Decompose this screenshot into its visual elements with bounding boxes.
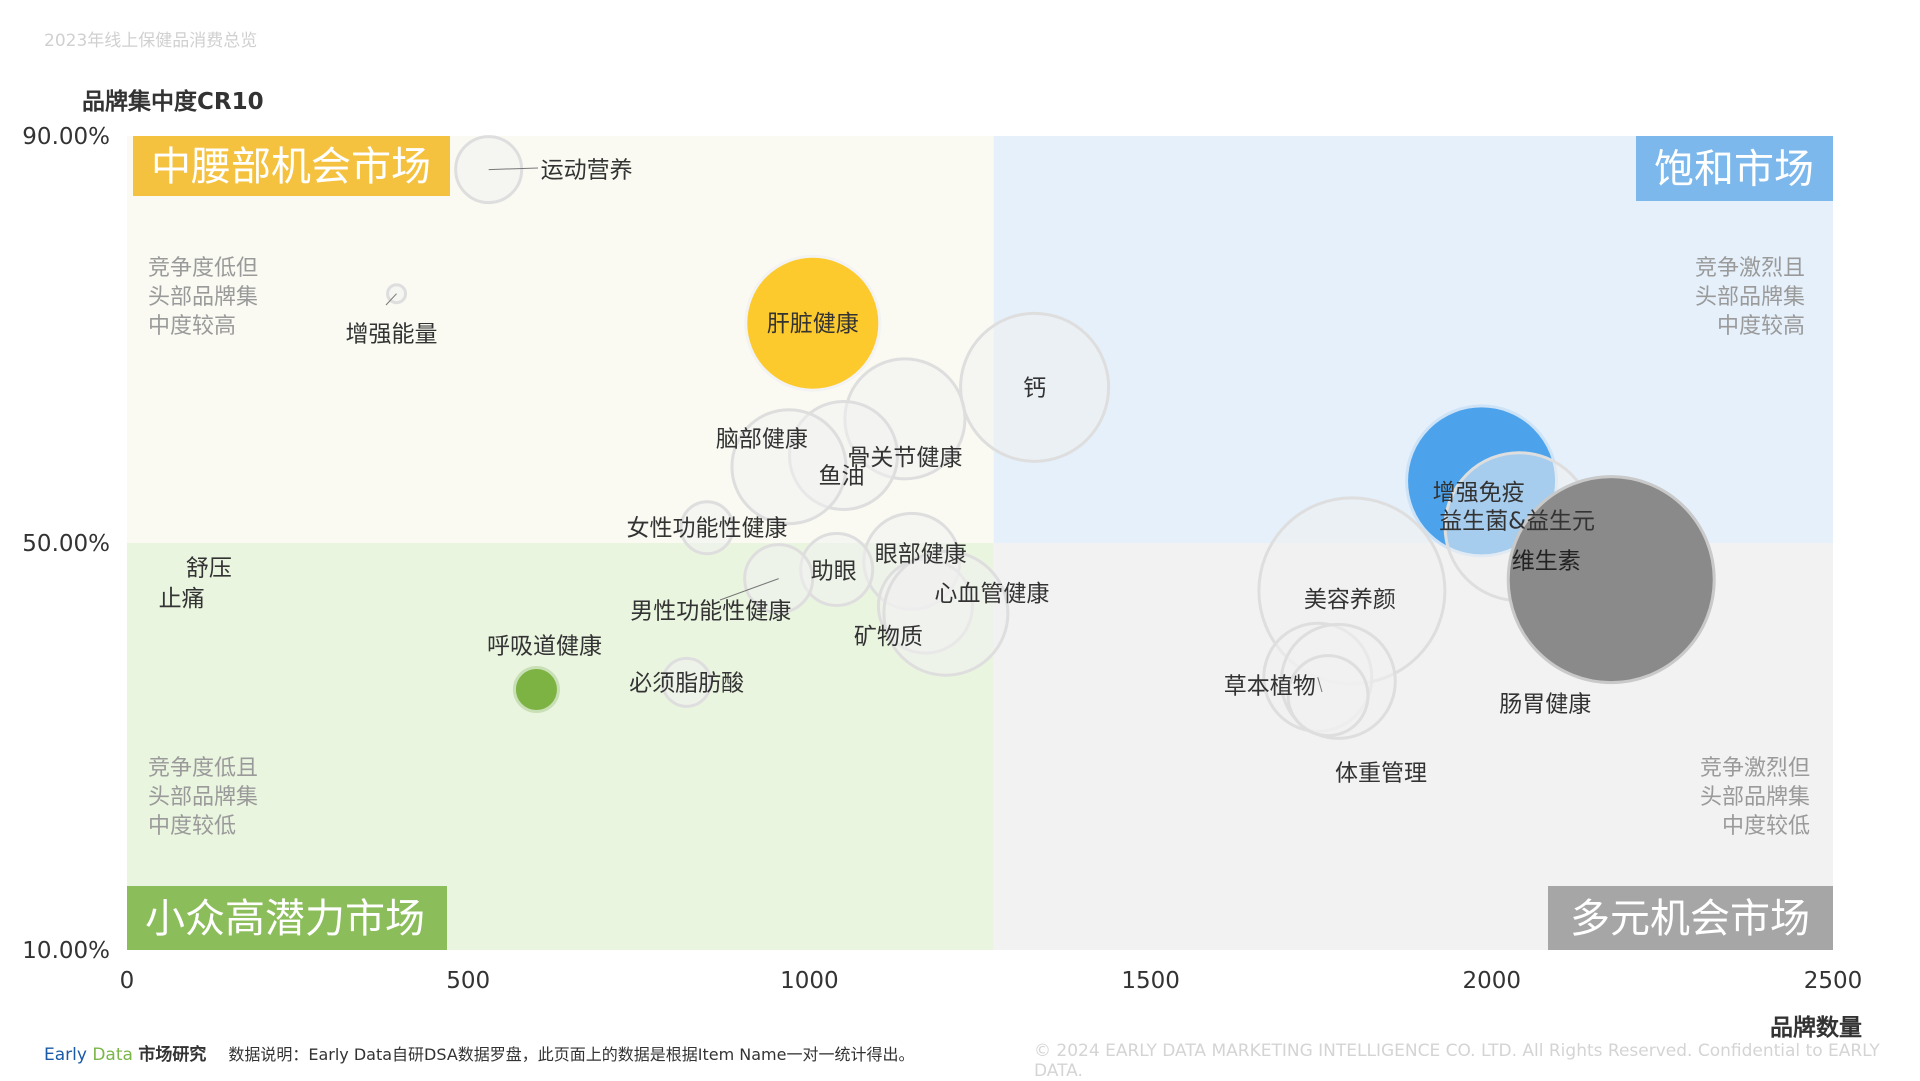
quadrant-tag bbox=[127, 886, 447, 950]
y-axis-title: 品牌集中度CR10 bbox=[82, 89, 264, 115]
leader-line bbox=[719, 578, 779, 601]
data-label: 舒压 bbox=[186, 555, 232, 581]
quadrant-tag-label: 中腰部机会市场 bbox=[151, 144, 431, 190]
data-label: 男性功能性健康 bbox=[630, 599, 791, 625]
leader-line bbox=[1317, 677, 1323, 693]
data-label: 心血管健康 bbox=[934, 581, 1049, 607]
data-label: 呼吸道健康 bbox=[487, 634, 602, 660]
data-note: 数据说明：Early Data自研DSA数据罗盘，此页面上的数据是根据Item … bbox=[228, 1045, 915, 1064]
bubble bbox=[512, 666, 560, 714]
quadrant-tag bbox=[133, 136, 450, 196]
quadrant-tag bbox=[1636, 136, 1833, 201]
data-label: 眼部健康 bbox=[875, 541, 967, 567]
quadrant-desc-line: 中度较低 bbox=[148, 814, 236, 839]
data-label: 维生素 bbox=[1512, 549, 1581, 575]
quadrant-tag-label: 饱和市场 bbox=[1654, 147, 1814, 193]
bubble bbox=[1506, 475, 1716, 685]
bubble bbox=[959, 311, 1111, 463]
brand-part2: Data bbox=[92, 1045, 133, 1065]
x-tick-label: 0 bbox=[120, 968, 135, 994]
quadrant-tag-label: 多元机会市场 bbox=[1570, 896, 1810, 942]
data-label: 止痛 bbox=[159, 586, 205, 612]
brand-part3: 市场研究 bbox=[138, 1045, 207, 1065]
quadrant-desc-line: 中度较低 bbox=[1722, 814, 1810, 839]
data-label: 肠胃健康 bbox=[1499, 691, 1591, 717]
y-tick-label: 50.00% bbox=[22, 531, 110, 557]
data-label: 运动营养 bbox=[541, 158, 633, 184]
data-label: 必须脂肪酸 bbox=[629, 670, 744, 696]
data-label: 肝脏健康 bbox=[767, 311, 859, 337]
x-tick-label: 500 bbox=[446, 968, 490, 994]
brand-part1: Early bbox=[44, 1045, 87, 1065]
data-label: 脑部健康 bbox=[716, 427, 808, 453]
bubble bbox=[1286, 654, 1370, 738]
quadrant-desc-line: 头部品牌集 bbox=[1700, 785, 1810, 810]
x-tick-label: 2000 bbox=[1463, 968, 1522, 994]
data-label: 增强免疫 bbox=[1433, 480, 1525, 506]
quadrant-tag-label: 小众高潜力市场 bbox=[145, 896, 425, 942]
quadrant-desc-line: 中度较高 bbox=[148, 314, 236, 339]
quadrant-tag bbox=[1548, 886, 1833, 950]
quadrant-desc-line: 头部品牌集 bbox=[148, 785, 258, 810]
x-axis-title: 品牌数量 bbox=[1770, 1015, 1862, 1041]
leader-line bbox=[385, 293, 397, 306]
data-label: 钙 bbox=[1023, 375, 1046, 401]
data-label: 骨关节健康 bbox=[847, 445, 962, 471]
bubble bbox=[730, 408, 848, 526]
data-label: 鱼油 bbox=[819, 463, 865, 489]
x-tick-label: 1000 bbox=[780, 968, 839, 994]
data-label: 草本植物 bbox=[1224, 673, 1316, 699]
data-label: 美容养颜 bbox=[1304, 587, 1396, 613]
y-tick-label: 90.00% bbox=[22, 124, 110, 150]
quadrant-desc-line: 竞争激烈但 bbox=[1700, 756, 1810, 781]
quadrant-desc-line: 竞争激烈且 bbox=[1695, 256, 1805, 281]
data-label: 女性功能性健康 bbox=[627, 516, 788, 542]
quadrant-desc-line: 竞争度低且 bbox=[148, 756, 258, 781]
y-tick-label: 10.00% bbox=[22, 938, 110, 964]
data-label: 益生菌&益生元 bbox=[1439, 509, 1595, 535]
quadrant-desc-line: 中度较高 bbox=[1717, 314, 1805, 339]
bubble bbox=[661, 656, 713, 708]
bubble bbox=[882, 549, 1010, 677]
x-tick-label: 2500 bbox=[1804, 968, 1863, 994]
x-tick-label: 1500 bbox=[1121, 968, 1180, 994]
bubble bbox=[744, 254, 882, 392]
page-title: 2023年线上保健品消费总览 bbox=[44, 31, 258, 51]
data-label: 增强能量 bbox=[346, 322, 438, 348]
footer: Early Data 市场研究 数据说明：Early Data自研DSA数据罗盘… bbox=[44, 1040, 914, 1065]
brand-logo: Early Data 市场研究 bbox=[44, 1040, 206, 1065]
quadrant-bottom-left bbox=[127, 543, 994, 950]
leader-line bbox=[488, 167, 539, 171]
data-label: 矿物质 bbox=[854, 624, 923, 650]
quadrant-desc-line: 头部品牌集 bbox=[1695, 285, 1805, 310]
quadrant-desc-line: 头部品牌集 bbox=[148, 285, 258, 310]
bubble bbox=[679, 500, 735, 556]
quadrant-desc-line: 竞争度低但 bbox=[148, 256, 258, 281]
copyright: © 2024 EARLY DATA MARKETING INTELLIGENCE… bbox=[1034, 1041, 1880, 1081]
data-label: 助眼 bbox=[811, 558, 857, 584]
data-label: 体重管理 bbox=[1335, 761, 1427, 787]
